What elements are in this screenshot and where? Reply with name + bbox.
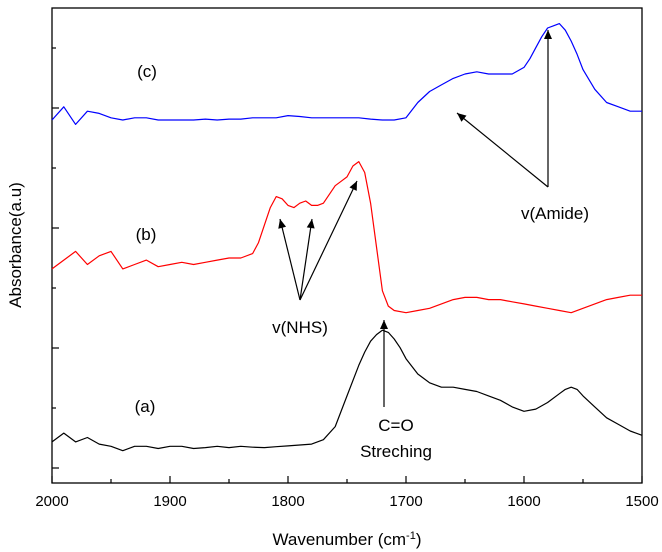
nhs-arrow-2-head <box>306 219 315 229</box>
series-label-a: (a) <box>135 397 156 416</box>
x-tick-label: 1500 <box>625 493 658 510</box>
series-line-a <box>51 329 643 452</box>
series-label-b: (b) <box>136 225 157 244</box>
x-tick-label: 1900 <box>153 493 186 510</box>
amide-arrow-1-head <box>544 30 552 39</box>
nhs-arrow-2 <box>299 218 313 301</box>
annotation-arrows <box>278 30 552 407</box>
annotation-co: C=O <box>378 416 413 435</box>
x-tick-label: 1800 <box>271 493 304 510</box>
x-axis-ticks: 2000 1900 1800 1700 1600 1500 <box>35 476 659 510</box>
x-axis-label-superscript: -1 <box>406 530 416 542</box>
x-tick-label: 1600 <box>507 493 540 510</box>
y-axis-ticks <box>52 47 59 469</box>
nhs-arrow-3-head <box>349 181 357 191</box>
nhs-arrow-1 <box>279 218 301 301</box>
nhs-arrow-1-head <box>278 219 287 229</box>
amide-arrow-2 <box>456 112 549 188</box>
series-line-b <box>51 161 642 314</box>
co-arrow-head <box>380 320 388 329</box>
series-labels: (a) (b) (c) <box>135 62 157 416</box>
annotation-nhs: v(NHS) <box>272 318 328 337</box>
series-line-c <box>51 23 642 126</box>
amide-arrow-2-head <box>457 113 467 122</box>
x-axis-label: Wavenumber (cm-1) <box>273 530 422 549</box>
series-layer <box>51 23 643 452</box>
annotation-amide: v(Amide) <box>521 204 589 223</box>
x-tick-label: 2000 <box>35 493 68 510</box>
nhs-arrow-3 <box>299 180 358 301</box>
series-label-c: (c) <box>137 62 157 81</box>
annotation-streching: Streching <box>360 442 432 461</box>
annotation-texts: v(NHS) v(Amide) C=O Streching <box>272 204 589 461</box>
x-tick-label: 1700 <box>389 493 422 510</box>
y-axis-label: Absorbance(a.u) <box>6 182 25 308</box>
